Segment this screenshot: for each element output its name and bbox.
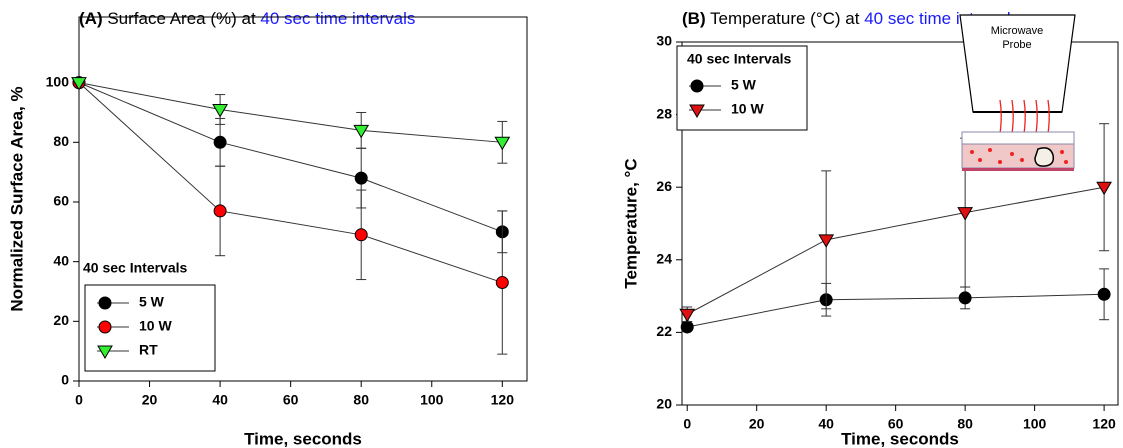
y-tick-label: 22	[656, 323, 672, 339]
marker	[71, 77, 87, 91]
marker	[958, 291, 972, 305]
legend-label: 5 W	[731, 77, 757, 93]
series-line	[78, 82, 503, 233]
marker	[98, 320, 112, 334]
y-tick-label: 80	[53, 133, 69, 149]
plot-frame	[681, 41, 1119, 406]
title-part: Surface Area (%) at	[103, 9, 256, 28]
y-tick-label: 20	[53, 312, 69, 328]
marker	[213, 204, 227, 218]
marker	[212, 103, 228, 118]
marker	[98, 296, 112, 310]
legend-label: 10 W	[139, 318, 172, 334]
legend-label: 10 W	[731, 101, 764, 117]
marker	[1096, 181, 1112, 196]
x-tick-label: 100	[420, 392, 444, 408]
y-tick-label: 60	[53, 193, 69, 209]
marker	[354, 228, 368, 242]
x-tick-label: 0	[75, 392, 83, 408]
series-line	[78, 82, 503, 284]
marker	[680, 320, 694, 334]
x-tick-label: 80	[957, 416, 973, 432]
marker	[1097, 287, 1111, 301]
x-tick-label: 0	[683, 416, 691, 432]
legend-title: 40 sec Intervals	[83, 260, 188, 276]
y-tick-label: 20	[656, 396, 672, 412]
y-tick-label: 30	[656, 33, 672, 49]
series-line	[78, 82, 503, 143]
marker	[494, 136, 511, 151]
y-axis-label: Temperature, °C	[621, 158, 640, 288]
marker	[495, 276, 509, 290]
y-tick-label: 26	[656, 178, 672, 194]
y-tick-label: 24	[656, 251, 672, 267]
marker	[97, 345, 113, 359]
title-part: (A)	[79, 9, 103, 28]
legend-title: 40 sec Intervals	[687, 51, 792, 67]
marker	[957, 207, 974, 221]
marker	[679, 308, 696, 323]
marker	[689, 104, 705, 118]
x-tick-label: 20	[142, 392, 158, 408]
plot-frame	[78, 16, 528, 382]
marker	[353, 124, 370, 139]
x-tick-label: 100	[1023, 416, 1047, 432]
marker	[213, 135, 227, 149]
x-tick-label: 40	[212, 392, 228, 408]
marker	[818, 234, 835, 248]
marker	[690, 79, 704, 93]
title-part: 40 sec time intervals	[256, 9, 416, 28]
x-tick-label: 120	[1092, 416, 1116, 432]
x-tick-label: 60	[888, 416, 904, 432]
title-part: Temperature (°C) at	[706, 9, 860, 28]
inset-diagram: Microwave Probe	[959, 14, 1076, 171]
y-tick-label: 28	[656, 105, 672, 121]
title-part: (B)	[682, 9, 706, 28]
x-tick-label: 120	[491, 392, 515, 408]
inset-label: Microwave	[991, 25, 1044, 37]
x-tick-label: 20	[749, 416, 765, 432]
x-axis-label: Time, seconds	[841, 429, 959, 448]
y-tick-label: 0	[61, 372, 69, 388]
inset-label: Probe	[1002, 39, 1031, 51]
legend-label: 5 W	[139, 294, 165, 310]
x-tick-label: 80	[353, 392, 369, 408]
y-tick-label: 100	[46, 73, 70, 89]
x-tick-label: 40	[818, 416, 834, 432]
marker	[354, 171, 368, 185]
x-axis-label: Time, seconds	[244, 429, 362, 448]
series-line	[686, 186, 1105, 315]
chart-title: (A) Surface Area (%) at 40 sec time inte…	[79, 9, 415, 28]
y-axis-label: Normalized Surface Area, %	[7, 86, 26, 311]
y-tick-label: 40	[53, 252, 69, 268]
legend-label: RT	[139, 342, 158, 358]
series-line	[687, 293, 1105, 328]
x-tick-label: 60	[283, 392, 299, 408]
